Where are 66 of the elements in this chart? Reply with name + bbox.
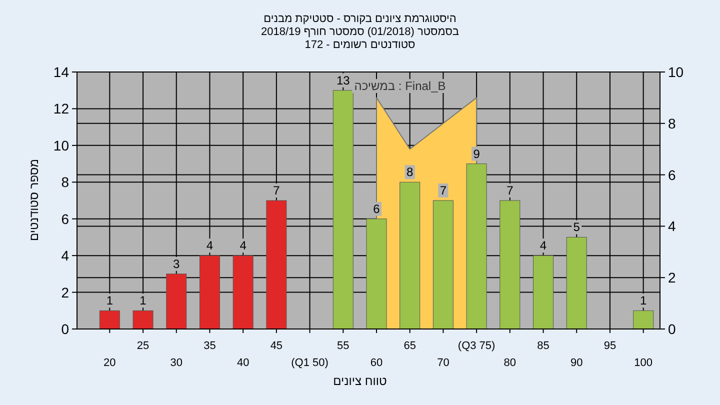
y2-tick-label: 6 (668, 166, 676, 183)
bar (332, 90, 354, 330)
x-tick-label: 35 (204, 340, 216, 352)
y2-tick-label: 10 (668, 64, 684, 80)
y-tick-label: 10 (53, 137, 70, 154)
bar (166, 274, 187, 330)
chart-subtitle: בסמסטר (01/2018) סמסטר חורף 2018/19 סטודנטים רשומים - 172 (260, 26, 460, 51)
data-label: 7 (273, 184, 280, 198)
bar (132, 310, 154, 330)
data-label: 3 (173, 256, 180, 271)
x-tick-label: 55 (337, 340, 350, 352)
y-tick-label: 6 (61, 210, 70, 227)
x-tick-label: 40 (236, 357, 250, 369)
y2-tick-label: 4 (668, 218, 676, 234)
x-tick-label: 85 (537, 340, 550, 352)
bar (533, 255, 554, 330)
x-tick-label: (Q1 50) (291, 357, 328, 369)
data-label: 9 (473, 146, 480, 161)
data-label: 7 (440, 184, 447, 198)
data-label: 4 (206, 238, 214, 253)
y-tick-label: 12 (53, 100, 70, 117)
data-label: 7 (506, 184, 514, 198)
data-label: 1 (640, 294, 647, 308)
y-tick-label: 0 (61, 321, 70, 337)
x-tick-label: 20 (104, 357, 116, 369)
x-tick-label: 95 (604, 340, 616, 352)
data-label: 5 (573, 220, 580, 234)
y-tick-label: 2 (61, 284, 70, 300)
bar (466, 164, 487, 330)
data-label: 13 (336, 73, 350, 88)
bar (633, 310, 654, 330)
x-tick-label: 80 (504, 357, 516, 369)
bar (566, 236, 587, 330)
x-tick-label: 25 (136, 340, 150, 352)
y-tick-label: 8 (61, 174, 70, 190)
x-tick-label: 45 (270, 340, 283, 352)
data-label: 8 (406, 165, 414, 180)
y2-tick-label: 0 (668, 321, 676, 337)
y2-tick-label: 8 (668, 115, 676, 132)
bar (99, 310, 120, 330)
x-tick-label: 60 (370, 357, 383, 369)
chart-title: היסטוגרמת ציונים בקורס - סטטיקת מבנים (264, 13, 456, 25)
data-label: 1 (106, 294, 114, 308)
bar (432, 200, 454, 330)
x-tick-label: 65 (404, 340, 416, 352)
data-label: 6 (373, 202, 380, 216)
data-label: 4 (540, 238, 547, 253)
annotation: במשיכה : Final_B (354, 79, 446, 93)
bar (500, 200, 520, 330)
x-tick-label: (Q3 75) (458, 340, 496, 352)
x-tick-label: 100 (634, 357, 653, 369)
y-tick-label: 14 (53, 64, 70, 80)
x-axis-title: טווח ציונים (333, 374, 388, 388)
x-tick-label: 90 (570, 357, 583, 369)
bar (400, 182, 420, 330)
bar (232, 255, 254, 330)
bar (366, 218, 387, 330)
bar (199, 255, 220, 330)
y-axis-title: מספר סטודנטים (27, 158, 41, 242)
y-tick-label: 4 (61, 248, 70, 264)
bar (266, 200, 287, 330)
y2-tick-label: 2 (668, 270, 676, 286)
x-tick-label: 70 (437, 357, 450, 369)
data-label: 4 (240, 238, 247, 253)
x-tick-label: 30 (170, 357, 183, 369)
data-label: 1 (140, 294, 147, 308)
